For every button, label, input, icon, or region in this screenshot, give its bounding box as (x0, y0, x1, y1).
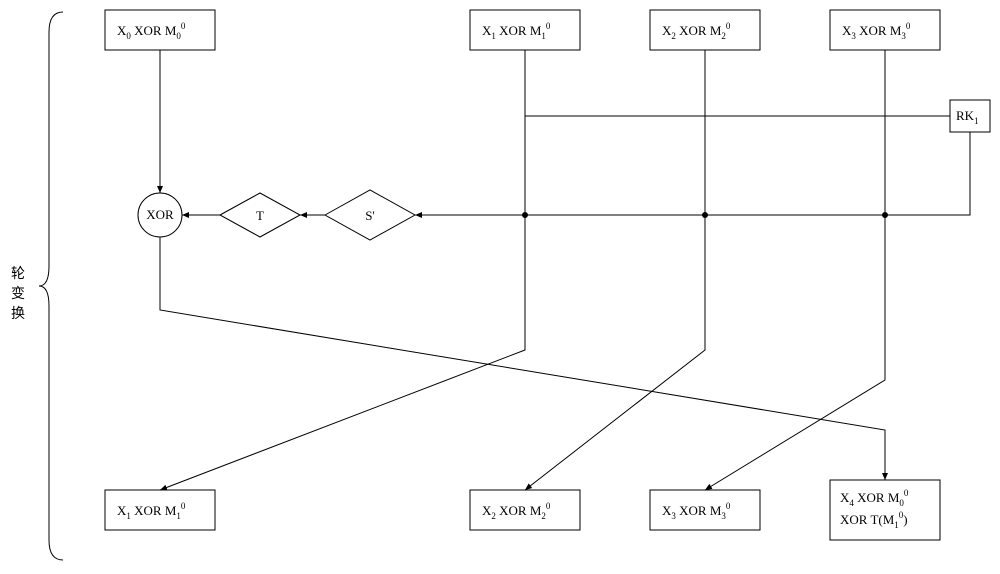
side-label-char: 换 (11, 305, 25, 322)
bottom-box-2: X3 XOR M30 (650, 490, 760, 530)
svg-text:S': S' (365, 208, 375, 223)
bottom-box-1: X2 XOR M20 (470, 490, 580, 530)
edge-shift-2 (705, 215, 885, 490)
bottom-box-0: X1 XOR M10 (105, 490, 215, 530)
bottom-box-3: X4 XOR M00XOR T(M10) (830, 480, 940, 540)
edge-rk (885, 132, 970, 215)
top-box-2: X2 XOR M20 (650, 10, 760, 50)
side-label-char: 轮 (11, 266, 25, 282)
side-label-char: 变 (11, 286, 25, 302)
brace (39, 12, 63, 560)
top-box-1: X1 XOR M10 (470, 10, 580, 50)
top-box-0: X0 XOR M00 (105, 10, 215, 50)
edge-xor-out (160, 237, 885, 480)
svg-text:XOR: XOR (146, 207, 174, 222)
svg-text:T: T (256, 208, 264, 223)
rk-box: RK1 (950, 100, 990, 132)
edge-shift-0 (160, 215, 525, 490)
diagram-canvas: 轮变换 X0 XOR M00 X1 XOR M10 X2 XOR M20 X3 XOR … (0, 0, 1000, 574)
top-box-3: X3 XOR M30 (830, 10, 940, 50)
edge-shift-1 (525, 215, 705, 490)
